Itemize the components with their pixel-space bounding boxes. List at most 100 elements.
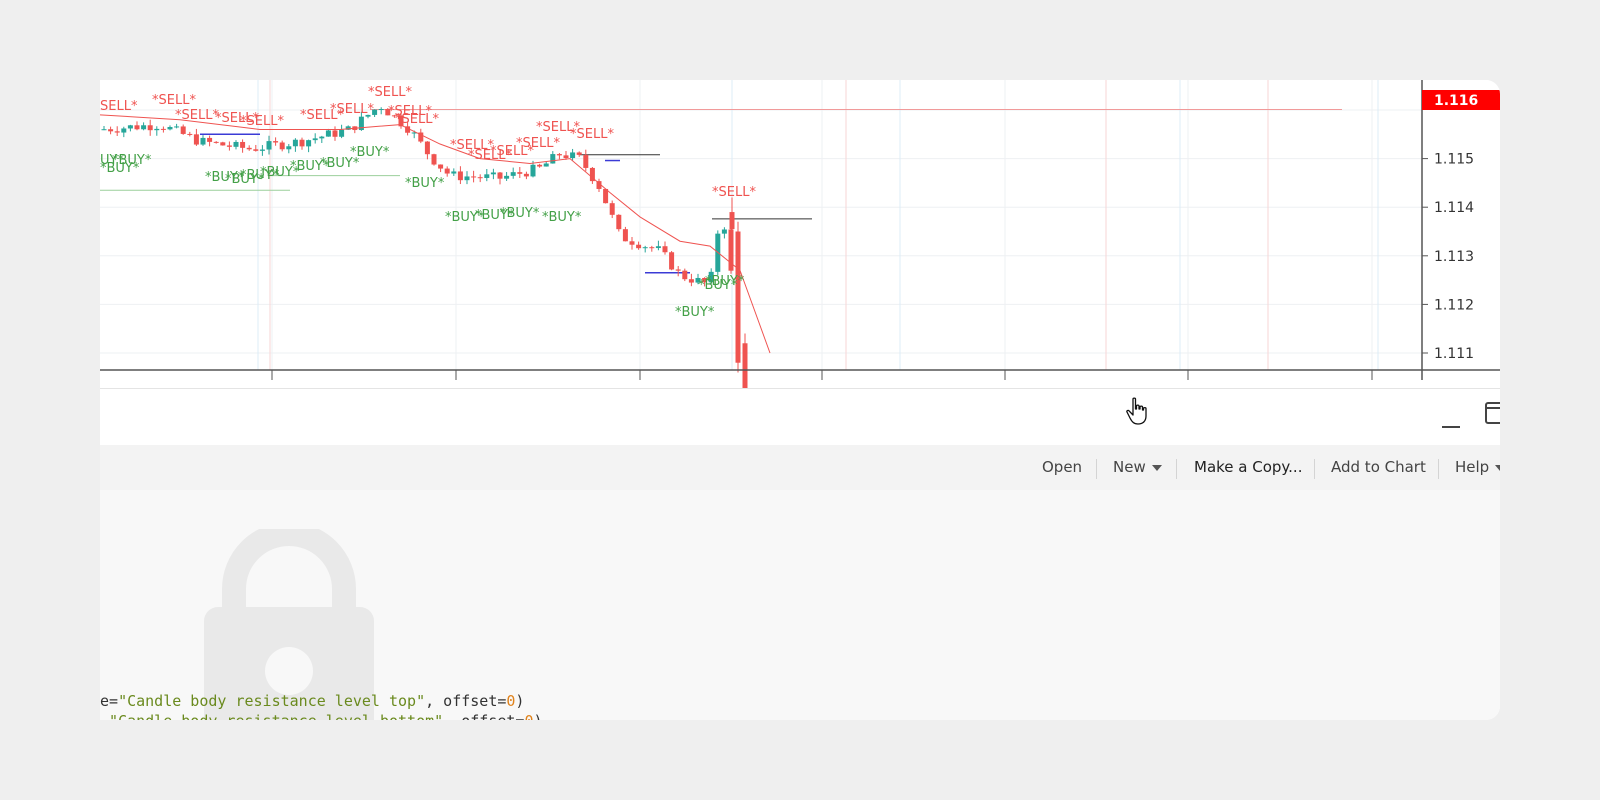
code-line-2[interactable]: ."Candle body resistance level bottom", … — [100, 712, 543, 720]
candle-body — [160, 128, 166, 130]
code-editor[interactable]: e="Candle body resistance level top", of… — [100, 490, 1500, 720]
signal-label: *BUY* — [500, 206, 540, 221]
candle-body — [385, 108, 391, 116]
signal-label: *BUY* — [350, 145, 390, 160]
open-button[interactable]: Open — [1042, 445, 1082, 490]
separator — [1314, 459, 1315, 479]
candle-body — [543, 163, 549, 167]
signal-label: *BUY* — [405, 176, 445, 191]
signal-label: *BUY* — [542, 210, 582, 225]
candle-body — [675, 269, 681, 271]
candle-body — [398, 115, 404, 127]
candle-body — [589, 167, 595, 182]
signal-label: *SELL* — [330, 102, 374, 117]
signal-label: *BUY* — [100, 161, 140, 176]
candle-body — [662, 246, 668, 253]
candle-body — [622, 229, 628, 242]
price-tick-label: 1.111 — [1434, 346, 1474, 362]
signal-label: SELL* — [100, 99, 138, 114]
candle-body — [583, 154, 589, 168]
code-line-1[interactable]: e="Candle body resistance level top", of… — [100, 692, 524, 710]
signal-label: *BUY* — [320, 156, 360, 171]
candle-body — [471, 176, 477, 178]
candle-body — [431, 154, 437, 165]
app-frame: *SELL* *SELL* *SELL* *SELL* *SELL* *SELL* *SEL… — [100, 80, 1500, 720]
candle-body — [735, 231, 741, 363]
candle-body — [708, 271, 714, 283]
candle-body — [490, 172, 496, 175]
candle-body — [609, 203, 615, 215]
candle-body — [127, 125, 133, 129]
chart-pane[interactable]: *SELL* *SELL* *SELL* *SELL* *SELL* *SELL* *SEL… — [100, 80, 1500, 388]
candle-body — [266, 141, 272, 150]
candle-body — [695, 277, 701, 283]
candle-body — [563, 155, 569, 159]
candle-body — [517, 172, 523, 174]
price-chart[interactable]: *SELL**SELL**SELL**SELL* *SELL**SELL**SEL… — [100, 80, 1500, 388]
candle-body — [649, 247, 655, 249]
signal-label: *SELL* — [152, 93, 196, 108]
candle-body — [253, 149, 259, 151]
candle-body — [484, 174, 490, 178]
candle-body — [220, 142, 226, 146]
candle-body — [325, 130, 331, 137]
current-price-tag — [1422, 90, 1500, 110]
candle-body — [682, 270, 688, 280]
help-button[interactable]: Help — [1455, 445, 1500, 490]
code-token: . — [100, 712, 109, 720]
candle-body — [444, 168, 450, 174]
candle-body — [193, 134, 199, 145]
candle-body — [246, 147, 252, 150]
candle-body — [240, 141, 246, 148]
code-number: 0 — [524, 712, 533, 720]
candle-body — [405, 126, 411, 133]
open-label: Open — [1042, 458, 1083, 476]
signal-label: *SELL* — [388, 104, 432, 119]
candle-body — [457, 171, 463, 181]
price-axis[interactable]: 1.115 1.114 1.113 1.112 1.111 1.116 — [100, 80, 1500, 380]
candle-body — [497, 172, 503, 179]
price-tick-label: 1.113 — [1434, 249, 1474, 265]
signal-labels: *SELL**SELL**SELL**SELL* *SELL**SELL**SEL… — [100, 85, 756, 320]
minimize-icon[interactable] — [1440, 406, 1462, 428]
maximize-icon[interactable] — [1485, 402, 1500, 424]
signal-label: *SELL* — [468, 148, 512, 163]
hand-cursor-icon — [1126, 397, 1147, 425]
signal-label: *SELL* — [570, 127, 614, 142]
candle-body — [669, 252, 675, 270]
editor-toolbar: Open New Make a Copy... Add to Chart Hel… — [100, 445, 1500, 491]
signal-label: *BUY* — [205, 170, 245, 185]
candle-body — [141, 125, 147, 130]
signal-label: UY* — [100, 153, 124, 168]
candle-body — [332, 130, 338, 137]
candle-body — [200, 137, 206, 145]
candle-body — [616, 214, 622, 230]
signal-label: *BUY* — [475, 208, 515, 223]
signal-label: *SELL* — [300, 108, 344, 123]
signal-label: *BUY* — [290, 159, 330, 174]
candle-body — [729, 212, 735, 230]
code-token: , offset= — [443, 712, 524, 720]
candle-body — [451, 171, 457, 174]
signal-label: *SELL* — [215, 111, 259, 126]
candles — [100, 107, 771, 388]
separator — [1096, 459, 1097, 479]
signal-label: *SELL* — [368, 85, 412, 100]
candle-body — [603, 188, 609, 204]
candle-body — [259, 149, 265, 151]
code-string: "Candle body resistance level bottom" — [109, 712, 443, 720]
signal-label: *BUY* — [112, 153, 152, 168]
signal-label: *BUY* — [240, 168, 280, 183]
candle-body — [207, 137, 213, 142]
code-token: ) — [515, 692, 525, 710]
candle-body — [728, 229, 734, 271]
add-to-chart-button[interactable]: Add to Chart — [1331, 445, 1426, 490]
new-button[interactable]: New — [1113, 445, 1162, 490]
candle-body — [550, 154, 556, 164]
signal-label: *SELL* — [175, 108, 219, 123]
candle-body — [187, 133, 193, 135]
signal-label: *BUY* — [698, 278, 738, 293]
code-string: "Candle body resistance level top" — [118, 692, 426, 710]
make-copy-button[interactable]: Make a Copy... — [1194, 445, 1302, 490]
candle-body — [292, 139, 298, 147]
